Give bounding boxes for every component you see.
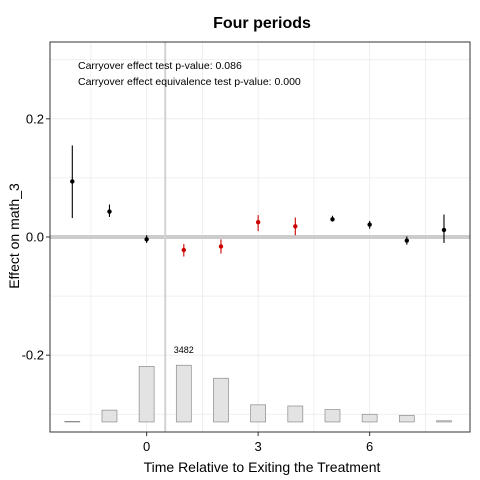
point-estimate bbox=[330, 217, 335, 222]
point-estimate bbox=[144, 237, 149, 242]
y-axis-label: Effect on math_3 bbox=[6, 183, 22, 289]
point-estimate bbox=[255, 220, 261, 225]
count-bar bbox=[398, 415, 415, 423]
x-tick-label: 3 bbox=[255, 439, 262, 454]
y-tick-label: 0.0 bbox=[26, 230, 44, 245]
point-estimate bbox=[70, 179, 75, 184]
count-bar bbox=[64, 421, 81, 423]
point-estimate bbox=[293, 224, 298, 229]
count-bars bbox=[64, 364, 452, 423]
point-estimate bbox=[441, 227, 447, 233]
count-bar bbox=[101, 409, 118, 423]
count-bar bbox=[436, 420, 452, 423]
count-bar bbox=[175, 364, 192, 423]
point-estimate bbox=[181, 247, 187, 253]
point-estimate bbox=[367, 222, 372, 227]
reference-lines bbox=[50, 42, 470, 432]
x-tick-label: 6 bbox=[366, 439, 373, 454]
y-tick-label: 0.2 bbox=[26, 111, 44, 126]
count-bar bbox=[213, 377, 229, 423]
estimates bbox=[70, 145, 447, 257]
axis-ticks: 0 3 6 -0.2 0.0 0.2 bbox=[22, 111, 374, 454]
count-bar bbox=[250, 404, 266, 423]
count-bar bbox=[324, 409, 341, 423]
y-tick-label: -0.2 bbox=[22, 348, 44, 363]
annotation-carryover-test: Carryover effect test p-value: 0.086 bbox=[78, 60, 242, 72]
point-estimate bbox=[404, 238, 410, 243]
count-label: 3482 bbox=[174, 345, 194, 355]
x-tick-label: 0 bbox=[143, 439, 150, 454]
point-estimate bbox=[107, 209, 112, 214]
annotation-equivalence-test: Carryover effect equivalence test p-valu… bbox=[78, 76, 301, 88]
count-bar bbox=[287, 405, 304, 423]
count-bar bbox=[138, 366, 155, 423]
x-axis-label: Time Relative to Exiting the Treatment bbox=[144, 459, 381, 475]
chart-title: Four periods bbox=[213, 15, 311, 32]
count-bar bbox=[361, 413, 378, 423]
point-estimate bbox=[218, 244, 224, 249]
